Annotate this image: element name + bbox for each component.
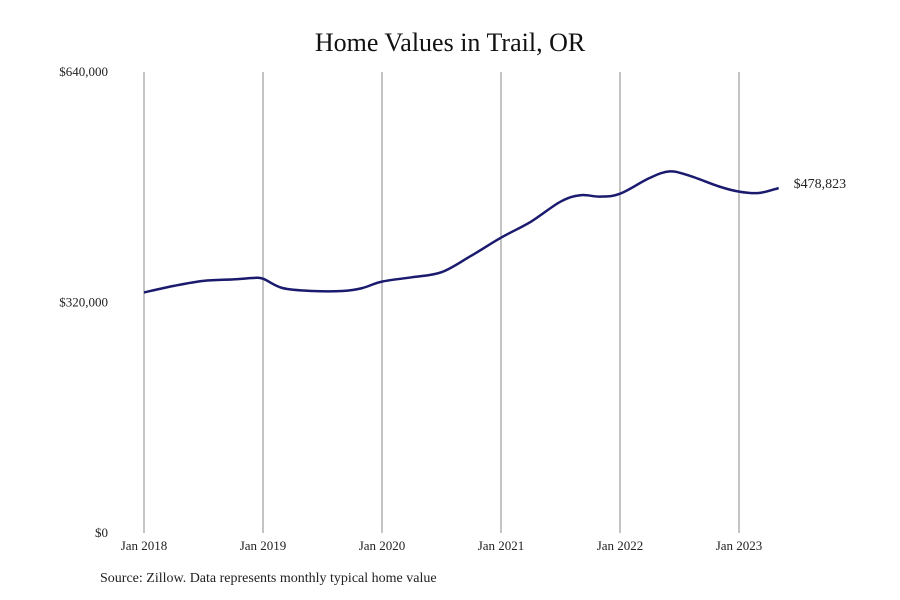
y-tick-label: $320,000 (59, 295, 108, 310)
grid-layer (143, 72, 740, 533)
x-tick-label: Jan 2023 (716, 538, 763, 553)
x-axis-tick-labels: Jan 2018 Jan 2019 Jan 2020 Jan 2021 Jan 2022… (121, 538, 763, 553)
chart-title: Home Values in Trail, OR (314, 28, 586, 57)
x-tick-label: Jan 2019 (240, 538, 287, 553)
x-tick-label: Jan 2021 (478, 538, 525, 553)
series-layer: $478,823 (143, 170, 847, 294)
series-line (143, 170, 780, 294)
y-axis-tick-labels: $0 $320,000 $640,000 (59, 64, 108, 540)
y-tick-label: $640,000 (59, 64, 108, 79)
x-tick-label: Jan 2022 (597, 538, 644, 553)
x-tick-label: Jan 2020 (359, 538, 406, 553)
end-value-label: $478,823 (794, 177, 847, 192)
x-tick-label: Jan 2018 (121, 538, 168, 553)
y-tick-label: $0 (95, 525, 108, 540)
source-note: Source: Zillow. Data represents monthly … (100, 571, 437, 586)
